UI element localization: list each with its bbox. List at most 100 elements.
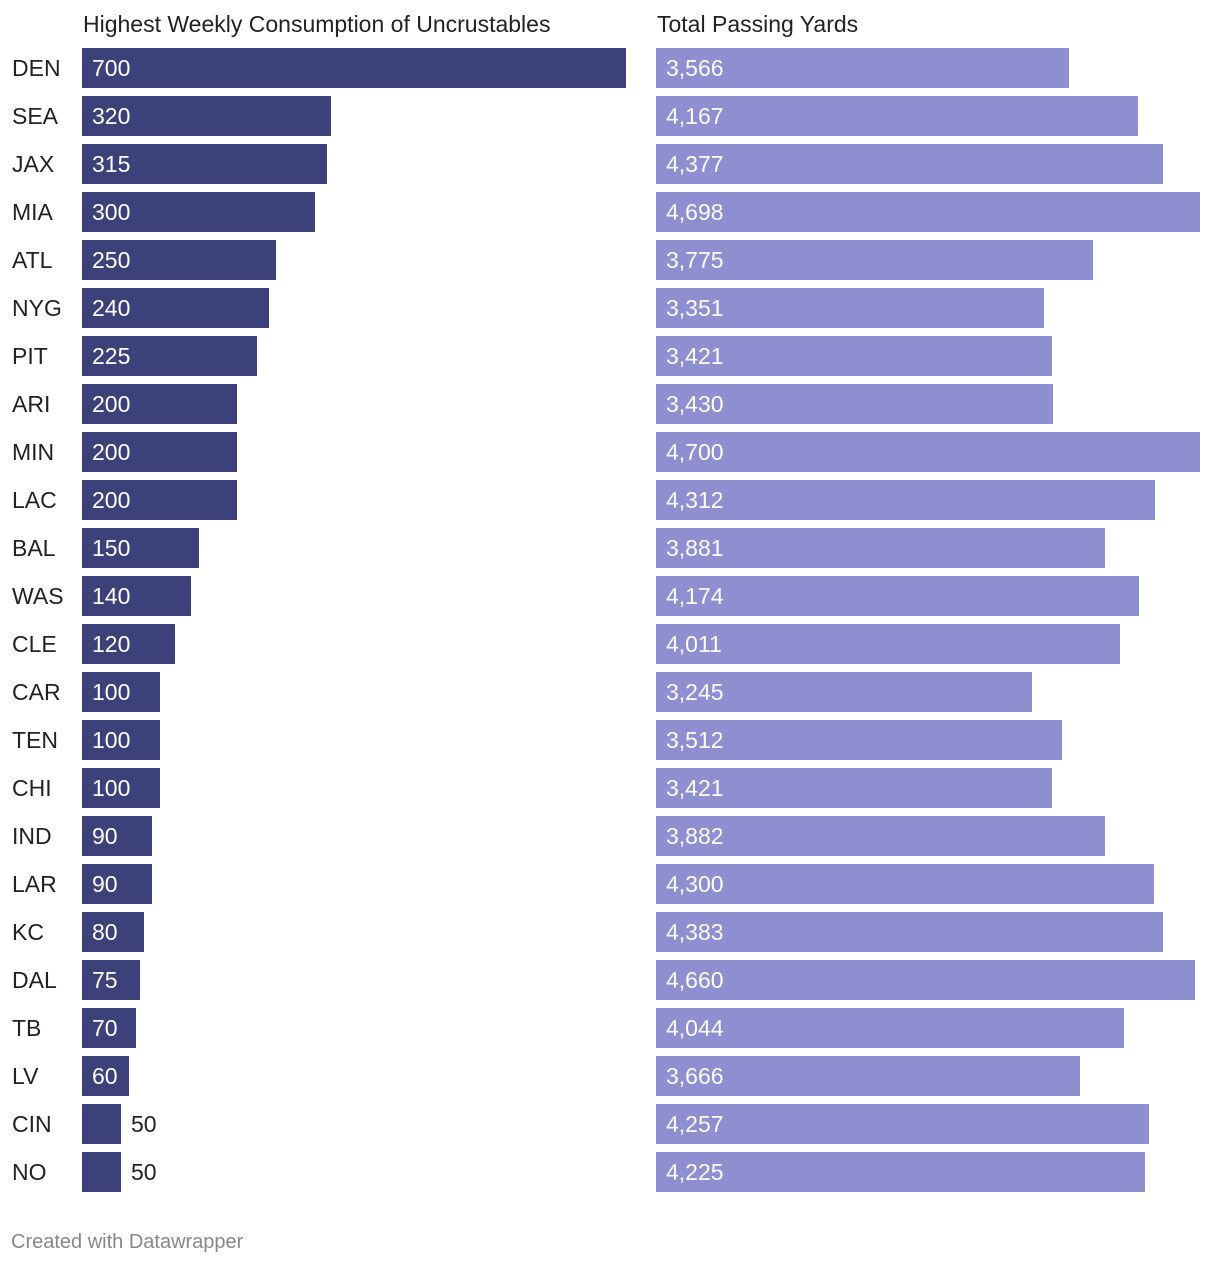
consumption-value-label: 140 (92, 583, 130, 609)
team-label: PIT (12, 343, 48, 369)
passing-yards-value-label: 3,666 (666, 1063, 724, 1089)
passing-yards-bar (656, 912, 1163, 952)
consumption-bar (82, 672, 160, 712)
consumption-value-label: 240 (92, 295, 130, 321)
passing-yards-value-label: 4,174 (666, 583, 724, 609)
consumption-bar (82, 1056, 129, 1096)
consumption-bar (82, 48, 626, 88)
consumption-value-label: 60 (92, 1063, 118, 1089)
consumption-bar (82, 816, 152, 856)
passing-yards-bar (656, 1152, 1145, 1192)
consumption-bar (82, 336, 257, 376)
consumption-bar (82, 384, 237, 424)
passing-yards-value-label: 3,430 (666, 391, 724, 417)
consumption-bar (82, 624, 175, 664)
consumption-bar (82, 720, 160, 760)
passing-yards-value-label: 4,167 (666, 103, 724, 129)
consumption-value-label: 700 (92, 55, 130, 81)
chart: DEN SEA JAX MIA ATL NYG PIT ARI MIN LAC BAL WAS CLE C… (12, 11, 1200, 1192)
team-label: MIN (12, 439, 54, 465)
team-label: WAS (12, 583, 64, 609)
passing-yards-bar (656, 192, 1200, 232)
team-label: ARI (12, 391, 50, 417)
passing-yards-value-label: 4,377 (666, 151, 724, 177)
passing-yards-column-title: Total Passing Yards (657, 11, 858, 37)
passing-yards-bar (656, 1008, 1124, 1048)
consumption-bar (82, 864, 152, 904)
consumption-value-label: 90 (92, 823, 118, 849)
datawrapper-credit: Created with Datawrapper (11, 1231, 244, 1253)
team-label: CLE (12, 631, 57, 657)
consumption-bar (82, 240, 276, 280)
team-label: BAL (12, 535, 56, 561)
team-label: NO (12, 1159, 47, 1185)
passing-yards-bar (656, 624, 1120, 664)
team-label: NYG (12, 295, 62, 321)
passing-yards-bar (656, 240, 1093, 280)
passing-yards-bar (656, 1056, 1080, 1096)
passing-yards-value-label: 4,312 (666, 487, 724, 513)
consumption-value-label: 100 (92, 679, 130, 705)
consumption-value-label: 75 (92, 967, 118, 993)
consumption-bar (82, 288, 269, 328)
team-label: CHI (12, 775, 52, 801)
consumption-bar (82, 576, 191, 616)
passing-yards-value-label: 4,011 (666, 631, 722, 657)
consumption-bar (82, 1104, 121, 1144)
consumption-column-title: Highest Weekly Consumption of Uncrustabl… (83, 11, 550, 37)
passing-yards-value-label: 4,257 (666, 1111, 724, 1137)
consumption-bar (82, 96, 331, 136)
passing-yards-bar (656, 144, 1163, 184)
consumption-value-label: 50 (131, 1111, 157, 1137)
passing-yards-value-label: 4,225 (666, 1159, 724, 1185)
consumption-value-label: 80 (92, 919, 118, 945)
passing-yards-value-label: 4,698 (666, 199, 724, 225)
passing-yards-bar (656, 720, 1062, 760)
consumption-value-label: 70 (92, 1015, 118, 1041)
team-label: DEN (12, 55, 61, 81)
consumption-value-label: 150 (92, 535, 130, 561)
consumption-value-label: 100 (92, 727, 130, 753)
consumption-value-label: 320 (92, 103, 130, 129)
team-label: LAR (12, 871, 57, 897)
consumption-value-label: 300 (92, 199, 130, 225)
passing-yards-bar (656, 816, 1105, 856)
passing-yards-value-label: 4,383 (666, 919, 724, 945)
team-label: SEA (12, 103, 59, 129)
team-label: LAC (12, 487, 57, 513)
passing-yards-value-label: 3,421 (666, 775, 724, 801)
consumption-value-label: 200 (92, 487, 130, 513)
passing-yards-value-label: 3,512 (666, 727, 724, 753)
passing-yards-value-label: 3,775 (666, 247, 724, 273)
team-label: JAX (12, 151, 54, 177)
consumption-value-label: 200 (92, 439, 130, 465)
passing-yards-value-label: 3,566 (666, 55, 724, 81)
passing-yards-bar (656, 768, 1052, 808)
team-label: DAL (12, 967, 57, 993)
consumption-bar (82, 912, 144, 952)
passing-yards-value-label: 3,245 (666, 679, 724, 705)
consumption-bar (82, 432, 237, 472)
passing-yards-bar (656, 672, 1032, 712)
consumption-bar (82, 192, 315, 232)
consumption-value-label: 200 (92, 391, 130, 417)
team-label: MIA (12, 199, 54, 225)
consumption-value-label: 225 (92, 343, 130, 369)
team-label: LV (12, 1063, 39, 1089)
passing-yards-bar (656, 576, 1139, 616)
team-label: ATL (12, 247, 53, 273)
team-label: CAR (12, 679, 61, 705)
passing-yards-bar (656, 960, 1195, 1000)
consumption-bar (82, 768, 160, 808)
passing-yards-value-label: 3,881 (666, 535, 724, 561)
consumption-bar (82, 528, 199, 568)
passing-yards-bar (656, 480, 1155, 520)
passing-yards-value-label: 3,421 (666, 343, 724, 369)
consumption-value-label: 250 (92, 247, 130, 273)
team-label: TEN (12, 727, 58, 753)
consumption-value-label: 315 (92, 151, 130, 177)
consumption-bar (82, 1152, 121, 1192)
consumption-bar (82, 1008, 136, 1048)
consumption-bar (82, 144, 327, 184)
passing-yards-value-label: 4,700 (666, 439, 724, 465)
